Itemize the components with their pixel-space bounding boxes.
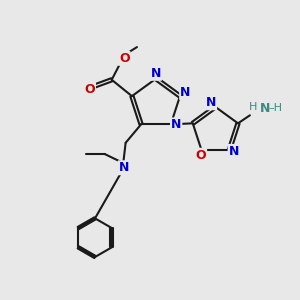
Text: N: N — [206, 96, 216, 109]
Text: O: O — [84, 83, 95, 96]
Text: N: N — [180, 86, 190, 99]
Text: N: N — [151, 67, 161, 80]
Text: N: N — [171, 118, 181, 131]
Text: H: H — [249, 102, 257, 112]
Text: –H: –H — [269, 103, 283, 113]
Text: N: N — [229, 145, 239, 158]
Text: O: O — [196, 149, 206, 162]
Text: O: O — [119, 52, 130, 65]
Text: N: N — [260, 102, 270, 115]
Text: N: N — [119, 161, 129, 174]
